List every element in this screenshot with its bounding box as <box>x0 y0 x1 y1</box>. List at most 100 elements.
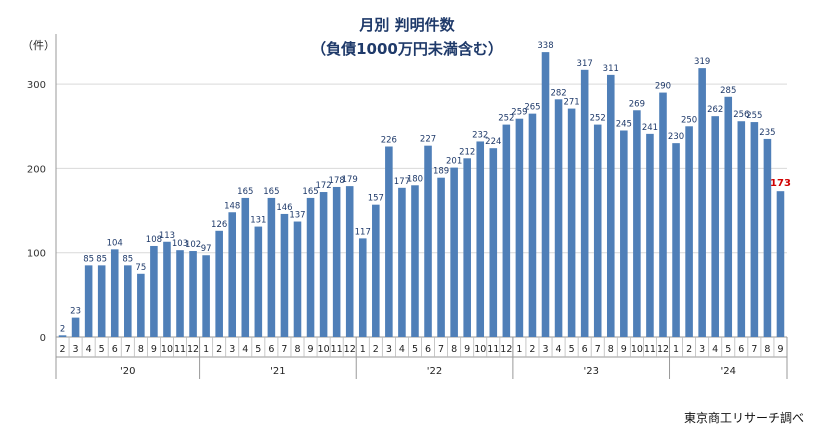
source-note: 東京商工リサーチ調べ <box>683 411 804 425</box>
month-label: 8 <box>608 344 614 355</box>
month-label: 3 <box>542 344 548 355</box>
bar <box>737 121 746 337</box>
data-label: 271 <box>563 98 579 108</box>
data-label: 85 <box>122 254 133 264</box>
month-label: 4 <box>242 344 248 355</box>
data-label: 226 <box>381 136 397 146</box>
bar <box>463 158 471 337</box>
month-label: 6 <box>425 344 431 355</box>
data-label: 75 <box>135 263 146 273</box>
month-label: 7 <box>595 344 601 355</box>
data-label: 108 <box>146 235 162 245</box>
data-label: 338 <box>537 41 553 51</box>
month-label: 9 <box>777 344 783 355</box>
y-tick-label: 200 <box>27 164 46 175</box>
data-label: 252 <box>498 114 514 124</box>
data-label: 201 <box>446 157 462 167</box>
data-label: 85 <box>83 254 94 264</box>
data-label: 180 <box>407 174 423 184</box>
bar <box>659 92 667 337</box>
data-label: 245 <box>616 120 632 130</box>
month-label: 8 <box>764 344 770 355</box>
month-label: 7 <box>751 344 757 355</box>
month-label: 5 <box>569 344 575 355</box>
data-label: 311 <box>603 64 619 74</box>
bar <box>241 197 250 337</box>
data-label: 256 <box>733 110 749 120</box>
bar <box>97 265 106 337</box>
bar <box>332 186 341 337</box>
month-label: 11 <box>174 344 186 355</box>
bar <box>58 335 67 337</box>
month-label: 6 <box>268 344 274 355</box>
y-tick-label: 100 <box>27 249 46 260</box>
month-label: 5 <box>725 344 731 355</box>
bar <box>293 221 302 337</box>
bar <box>411 185 419 337</box>
bar <box>372 204 380 337</box>
bar <box>150 245 158 337</box>
year-label: '23 <box>583 366 598 377</box>
data-label: 232 <box>472 130 488 140</box>
data-label: 2 <box>60 324 65 334</box>
month-label: 9 <box>621 344 627 355</box>
month-label: 5 <box>412 344 418 355</box>
month-label: 9 <box>308 344 314 355</box>
month-label: 5 <box>255 344 261 355</box>
y-tick-label: 300 <box>27 80 46 91</box>
year-label: '22 <box>427 366 442 377</box>
month-label: 2 <box>373 344 379 355</box>
data-label: 173 <box>770 178 791 189</box>
data-label: 252 <box>590 114 606 124</box>
y-axis-unit: （件） <box>22 39 55 52</box>
data-label: 137 <box>289 211 305 221</box>
data-label: 227 <box>420 135 436 145</box>
bar <box>724 96 733 338</box>
data-label: 157 <box>368 194 384 204</box>
month-label: 6 <box>582 344 588 355</box>
month-label: 2 <box>60 344 66 355</box>
bar <box>580 69 589 338</box>
data-label: 285 <box>720 86 736 96</box>
data-label: 102 <box>185 240 201 250</box>
month-label: 6 <box>112 344 118 355</box>
bar <box>345 186 354 337</box>
month-label: 12 <box>657 344 669 355</box>
month-label: 12 <box>187 344 199 355</box>
month-label: 7 <box>281 344 287 355</box>
bar <box>71 317 80 337</box>
year-label: '21 <box>270 366 285 377</box>
data-label: 23 <box>70 307 81 317</box>
data-label: 224 <box>485 137 501 147</box>
bar <box>541 52 550 337</box>
data-label: 178 <box>329 176 345 186</box>
month-label: 3 <box>386 344 392 355</box>
data-label: 262 <box>707 105 723 115</box>
data-label: 269 <box>629 99 645 109</box>
month-label: 7 <box>438 344 444 355</box>
data-label: 117 <box>355 227 371 237</box>
data-label: 282 <box>550 88 566 98</box>
data-label: 104 <box>107 238 123 248</box>
bar <box>280 213 289 337</box>
data-label: 265 <box>524 103 540 113</box>
month-label: 2 <box>216 344 222 355</box>
bar <box>267 197 276 337</box>
bar <box>593 124 602 337</box>
month-label: 3 <box>699 344 705 355</box>
data-label: 177 <box>394 177 410 187</box>
data-label: 259 <box>511 108 527 118</box>
bar <box>176 250 184 337</box>
data-label: 319 <box>694 57 710 67</box>
data-label: 103 <box>172 239 188 249</box>
bar <box>763 138 772 337</box>
bar <box>528 113 537 338</box>
data-label: 97 <box>201 244 212 254</box>
y-tick-label: 0 <box>40 333 46 344</box>
data-label: 146 <box>276 203 292 213</box>
year-label: '24 <box>721 366 736 377</box>
data-label: 189 <box>433 167 449 177</box>
bar <box>750 122 759 337</box>
data-label: 165 <box>302 187 318 197</box>
